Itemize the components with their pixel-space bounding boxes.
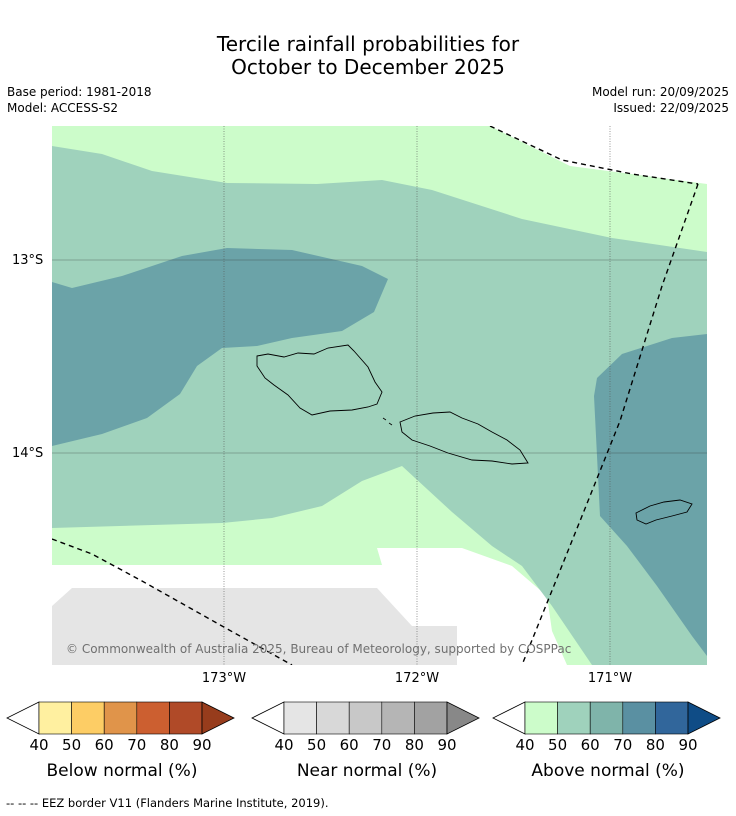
model-run-date: Model run: 20/09/2025 bbox=[591, 85, 729, 99]
colorbar-below-over-triangle bbox=[201, 701, 235, 735]
colorbar-below-normal bbox=[6, 701, 235, 735]
savaii-island bbox=[256, 344, 383, 416]
above-normal-60-region-west bbox=[52, 248, 388, 446]
colorbar-near-tick-50: 50 bbox=[307, 736, 327, 754]
colorbar-below-segment-80 bbox=[169, 701, 203, 735]
map-title-line-2: October to December 2025 bbox=[231, 55, 505, 79]
lat-label-13s: 13°S bbox=[12, 253, 44, 268]
colorbar-below-tick-50: 50 bbox=[62, 736, 82, 754]
lat-label-14s: 14°S bbox=[12, 446, 44, 461]
colorbar-near-tick-80: 80 bbox=[404, 736, 424, 754]
probability-map: © Commonwealth of Australia 2025, Bureau… bbox=[52, 126, 707, 665]
lon-label-173w: 173°W bbox=[201, 671, 247, 686]
colorbar-above-tick-50: 50 bbox=[548, 736, 568, 754]
eez-border bbox=[52, 126, 699, 665]
copyright-notice: © Commonwealth of Australia 2025, Bureau… bbox=[66, 642, 571, 656]
model-name: Model: ACCESS-S2 bbox=[7, 101, 119, 115]
lon-label-171w: 171°W bbox=[587, 671, 633, 686]
colorbar-below-tick-90: 90 bbox=[192, 736, 212, 754]
colorbar-above-segment-50 bbox=[557, 701, 591, 735]
colorbar-below-segment-60 bbox=[103, 701, 138, 735]
near-normal-40-region bbox=[52, 588, 457, 665]
colorbar-title-above: Above normal (%) bbox=[531, 761, 685, 781]
colorbar-near-segment-40 bbox=[283, 701, 317, 735]
colorbar-below-tick-40: 40 bbox=[29, 736, 49, 754]
colorbar-near-over-triangle bbox=[446, 701, 480, 735]
colorbar-above-tick-80: 80 bbox=[645, 736, 665, 754]
lon-label-172w: 172°W bbox=[394, 671, 440, 686]
colorbar-above-tick-60: 60 bbox=[580, 736, 600, 754]
colorbar-near-tick-70: 70 bbox=[372, 736, 392, 754]
colorbar-near-normal bbox=[251, 701, 480, 735]
colorbar-above-tick-40: 40 bbox=[515, 736, 535, 754]
base-period: Base period: 1981-2018 bbox=[7, 85, 152, 99]
colorbar-above-segment-80 bbox=[655, 701, 689, 735]
colorbar-near-tick-60: 60 bbox=[339, 736, 359, 754]
colorbar-near-tick-90: 90 bbox=[437, 736, 457, 754]
colorbar-above-tick-90: 90 bbox=[678, 736, 698, 754]
colorbar-near-under-triangle bbox=[251, 701, 285, 735]
issued-date: Issued: 22/09/2025 bbox=[613, 101, 729, 115]
colorbar-above-segment-70 bbox=[622, 701, 656, 735]
colorbar-below-segment-70 bbox=[136, 701, 170, 735]
colorbar-near-segment-70 bbox=[381, 701, 415, 735]
colorbar-above-over-triangle bbox=[687, 701, 721, 735]
colorbar-above-segment-60 bbox=[589, 701, 624, 735]
colorbar-title-near: Near normal (%) bbox=[296, 761, 438, 781]
colorbar-below-tick-70: 70 bbox=[127, 736, 147, 754]
above-normal-60-region-east bbox=[594, 334, 707, 656]
colorbar-below-tick-60: 60 bbox=[94, 736, 114, 754]
colorbar-near-tick-40: 40 bbox=[274, 736, 294, 754]
colorbar-below-segment-50 bbox=[71, 701, 105, 735]
colorbar-below-tick-80: 80 bbox=[159, 736, 179, 754]
map-title-line-1: Tercile rainfall probabilities for bbox=[216, 32, 520, 56]
colorbar-above-under-triangle bbox=[492, 701, 526, 735]
colorbar-near-segment-80 bbox=[414, 701, 448, 735]
upolu-island bbox=[399, 411, 529, 465]
colorbar-above-segment-40 bbox=[524, 701, 558, 735]
colorbar-below-under-triangle bbox=[6, 701, 40, 735]
colorbar-near-segment-50 bbox=[316, 701, 350, 735]
tutuila-island bbox=[635, 499, 693, 525]
colorbar-above-normal bbox=[492, 701, 721, 735]
colorbar-near-segment-60 bbox=[348, 701, 383, 735]
colorbar-above-tick-70: 70 bbox=[613, 736, 633, 754]
colorbar-below-segment-40 bbox=[38, 701, 72, 735]
eez-footnote: -- -- -- EEZ border V11 (Flanders Marine… bbox=[6, 796, 329, 810]
colorbar-title-below: Below normal (%) bbox=[46, 761, 198, 781]
